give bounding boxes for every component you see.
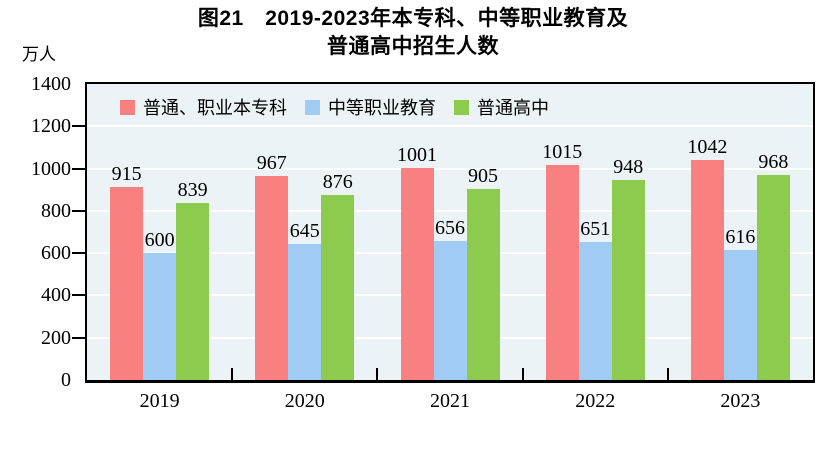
bar-value-label: 600 <box>144 229 175 252</box>
x-tick <box>521 368 524 380</box>
y-tick <box>72 125 85 128</box>
bar-value-label: 656 <box>435 217 465 240</box>
x-axis-label: 2023 <box>720 390 761 412</box>
y-tick <box>72 209 85 212</box>
legend-label: 普通高中 <box>477 98 549 118</box>
bar-value-label: 1001 <box>397 144 437 167</box>
x-tick <box>666 368 669 380</box>
y-tick-label: 1400 <box>31 73 71 95</box>
bar-value-label: 948 <box>613 155 644 178</box>
bar <box>578 242 612 380</box>
chart-title-line-1: 图21 2019-2023年本专科、中等职业教育及 <box>197 7 629 30</box>
legend-item: 普通高中 <box>454 94 549 120</box>
y-tick-label: 1000 <box>31 157 71 180</box>
bar <box>545 165 579 380</box>
bar <box>466 188 500 380</box>
legend-label: 普通、职业本专科 <box>143 98 287 118</box>
y-tick <box>72 167 85 170</box>
gridline <box>87 167 813 170</box>
x-tick <box>231 368 234 380</box>
y-tick <box>72 294 85 297</box>
legend: 普通、职业本专科 中等职业教育 普通高中 <box>120 94 549 120</box>
bar <box>723 249 757 380</box>
bar <box>321 194 355 380</box>
gridline <box>87 209 813 212</box>
x-axis-label: 2019 <box>139 390 180 412</box>
plot-area: 普通、职业本专科 中等职业教育 普通高中 915 967 1001 1015 1042 600… <box>85 82 815 383</box>
bar <box>176 202 210 380</box>
gridline <box>87 125 813 128</box>
chart-title-line-2: 普通高中招生人数 <box>327 35 499 58</box>
bar <box>255 175 289 380</box>
bar <box>400 168 434 380</box>
y-tick-label: 800 <box>41 199 71 222</box>
legend-swatch-icon <box>454 99 469 115</box>
bar-value-label: 616 <box>725 225 756 248</box>
bar <box>756 175 790 380</box>
legend-swatch-icon <box>305 99 320 115</box>
bar-value-label: 1015 <box>542 141 583 164</box>
y-tick-label: 600 <box>41 242 71 265</box>
bar-value-label: 968 <box>758 151 789 174</box>
y-tick-label: 0 <box>61 369 71 391</box>
bar <box>611 179 645 380</box>
y-tick <box>72 336 85 339</box>
y-tick-label: 1200 <box>31 115 71 138</box>
legend-swatch-icon <box>120 99 135 115</box>
legend-item: 中等职业教育 <box>305 94 436 120</box>
y-tick <box>72 252 85 255</box>
y-tick-label: 400 <box>41 284 71 307</box>
y-tick-label: 200 <box>41 326 71 349</box>
x-axis-label: 2022 <box>575 390 616 412</box>
x-axis-label: 2020 <box>284 390 325 412</box>
bar-value-label: 839 <box>177 178 208 201</box>
bar-value-label: 905 <box>468 164 498 187</box>
bar <box>288 243 322 380</box>
bar <box>433 241 467 380</box>
bar <box>143 253 177 380</box>
bar-value-label: 645 <box>289 219 320 242</box>
bar <box>690 159 724 380</box>
bar-value-label: 967 <box>256 151 287 174</box>
bar-value-label: 876 <box>322 170 353 193</box>
x-tick <box>376 368 379 380</box>
bar-value-label: 651 <box>580 218 611 241</box>
x-axis-label: 2021 <box>430 390 470 412</box>
bar <box>110 186 144 380</box>
y-axis-unit-label: 万人 <box>22 45 56 64</box>
legend-label: 中等职业教育 <box>328 98 436 118</box>
bar-value-label: 915 <box>111 162 142 185</box>
legend-item: 普通、职业本专科 <box>120 94 287 120</box>
bar-value-label: 1042 <box>687 135 728 158</box>
